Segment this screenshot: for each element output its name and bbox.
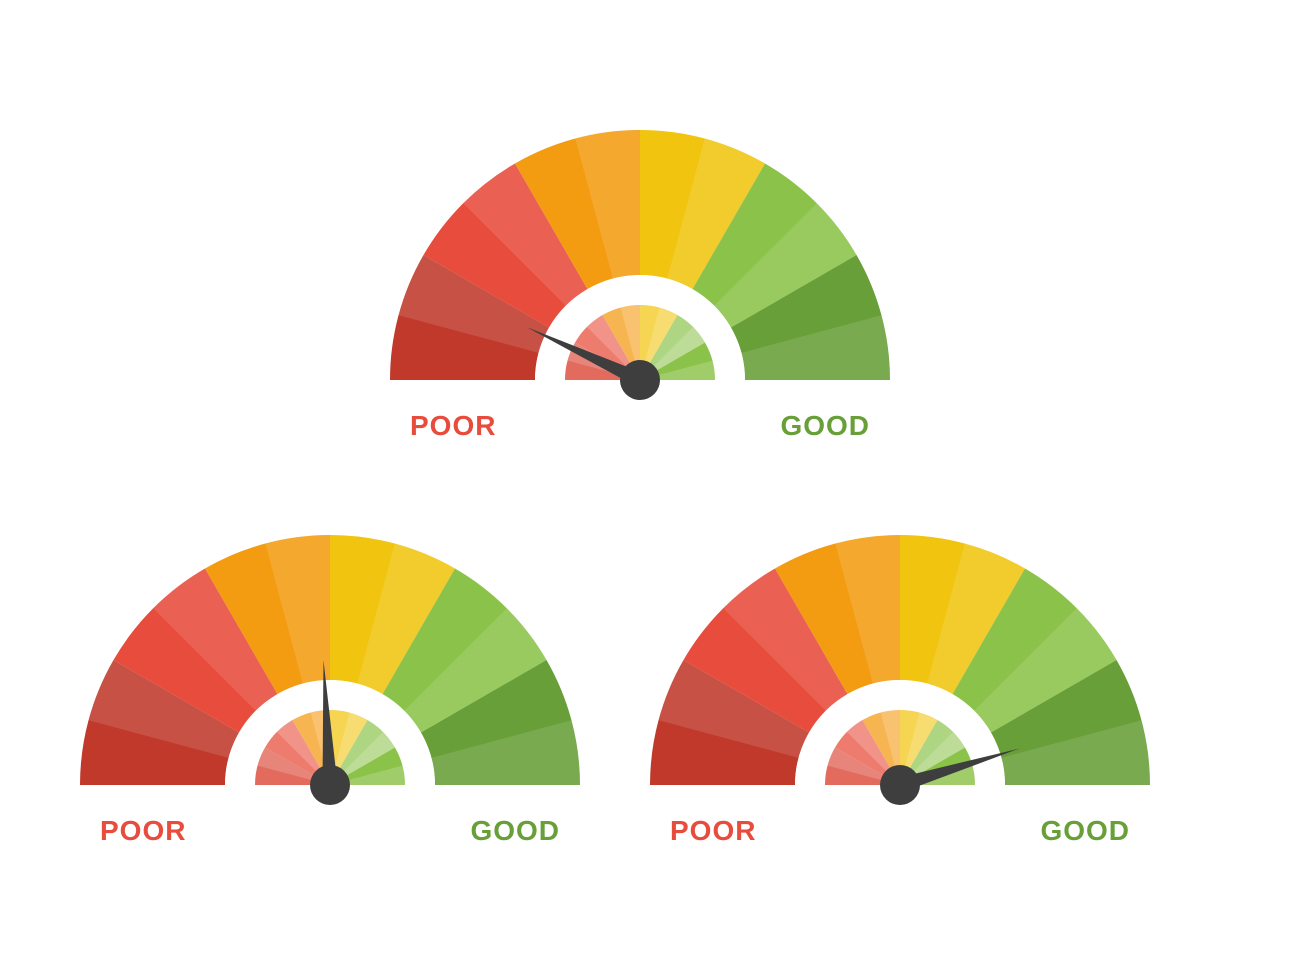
gauge-pivot: [880, 765, 920, 805]
gauge-label-poor: POOR: [670, 815, 756, 847]
gauge-container-bottom-left: POOR GOOD: [80, 535, 580, 847]
gauge-label-poor: POOR: [100, 815, 186, 847]
gauge-container-bottom-right: POOR GOOD: [650, 535, 1150, 847]
gauge-pivot: [620, 360, 660, 400]
gauge-bottom-left: [80, 535, 580, 807]
gauge-pivot: [310, 765, 350, 805]
gauge-label-good: GOOD: [470, 815, 560, 847]
gauge-bottom-right: [650, 535, 1150, 807]
gauge-container-top: POOR GOOD: [390, 130, 890, 442]
gauge-top: [390, 130, 890, 402]
gauge-label-poor: POOR: [410, 410, 496, 442]
gauge-label-good: GOOD: [780, 410, 870, 442]
gauge-label-good: GOOD: [1040, 815, 1130, 847]
